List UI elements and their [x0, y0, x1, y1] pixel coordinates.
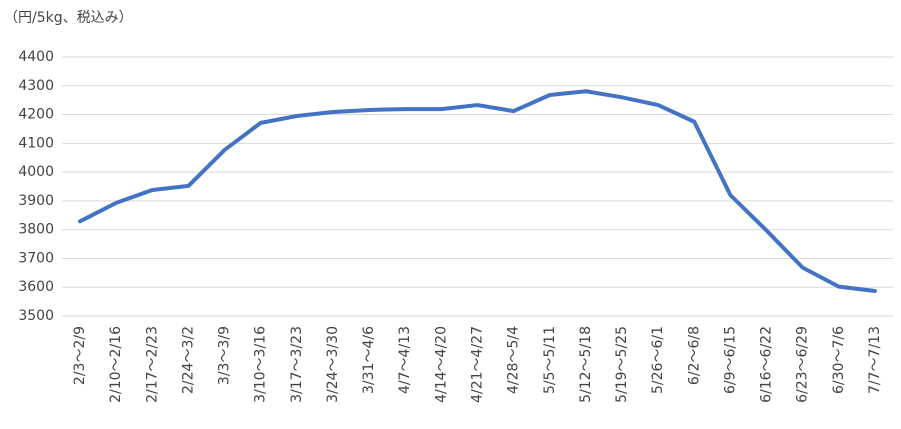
x-tick-label: 4/21〜4/27	[470, 326, 486, 403]
x-tick-label: 5/12〜5/18	[578, 326, 594, 403]
x-tick-label: 2/24〜3/2	[180, 326, 196, 394]
x-tick-label: 5/26〜6/1	[650, 326, 666, 394]
x-tick-label: 5/5〜5/11	[542, 326, 558, 394]
y-tick-label: 4400	[18, 49, 54, 65]
x-tick-label: 6/16〜6/22	[759, 326, 775, 403]
y-tick-label: 3700	[18, 250, 54, 266]
x-tick-label: 3/10〜3/16	[253, 326, 269, 403]
y-tick-label: 4200	[18, 107, 54, 123]
x-tick-label: 6/30〜7/6	[831, 326, 847, 394]
y-tick-label: 4000	[18, 164, 54, 180]
x-tick-label: 5/19〜5/25	[614, 326, 630, 403]
y-tick-label: 3900	[18, 193, 54, 209]
x-tick-label: 7/7〜7/13	[867, 326, 883, 394]
x-tick-label: 6/23〜6/29	[795, 326, 811, 403]
x-tick-label: 3/24〜3/30	[325, 326, 341, 403]
x-tick-label: 2/3〜2/9	[72, 326, 88, 385]
x-tick-label: 4/14〜4/20	[433, 326, 449, 403]
y-tick-label: 4300	[18, 78, 54, 94]
y-tick-label: 3500	[18, 308, 54, 324]
x-tick-label: 4/28〜5/4	[506, 326, 522, 394]
y-tick-label: 4100	[18, 135, 54, 151]
x-tick-label: 3/17〜3/23	[289, 326, 305, 403]
x-tick-label: 4/7〜4/13	[397, 326, 413, 394]
x-tick-label: 6/2〜6/8	[686, 326, 702, 385]
x-tick-label: 3/3〜3/9	[217, 326, 233, 385]
x-tick-label: 2/10〜2/16	[108, 326, 124, 403]
y-tick-label: 3800	[18, 222, 54, 238]
x-tick-label: 2/17〜2/23	[144, 326, 160, 403]
x-tick-label: 3/31〜4/6	[361, 326, 377, 394]
y-tick-label: 3600	[18, 279, 54, 295]
data-line	[78, 89, 877, 293]
x-tick-label: 6/9〜6/15	[722, 326, 738, 394]
y-axis-label: （円/5kg、税込み）	[4, 10, 133, 26]
